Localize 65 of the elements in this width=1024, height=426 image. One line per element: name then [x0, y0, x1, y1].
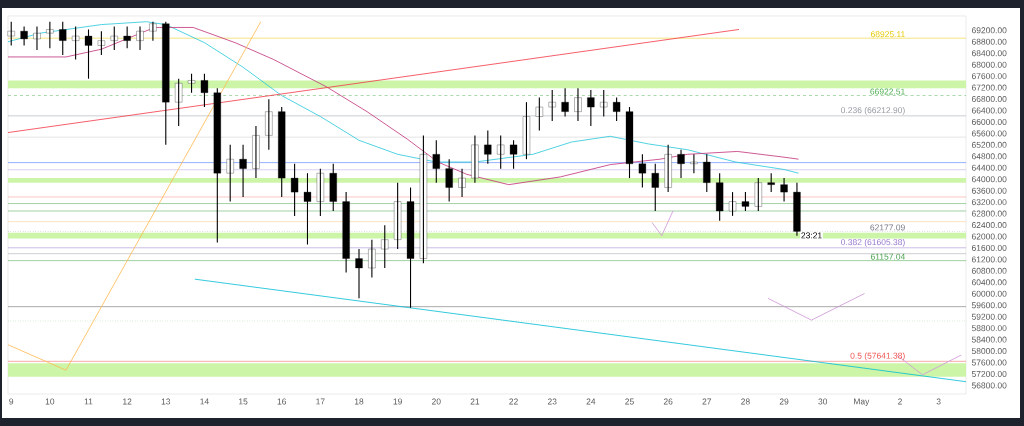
- y-tick-label: 66800.00: [971, 96, 1007, 103]
- x-tick-label: 9: [9, 398, 14, 405]
- ref-line-label: 66922.51: [870, 88, 905, 95]
- y-tick-label: 60800.00: [971, 267, 1007, 274]
- x-tick-label: 11: [84, 398, 93, 405]
- y-tick-label: 60400.00: [971, 279, 1007, 286]
- x-tick-label: 24: [586, 398, 596, 405]
- y-tick-label: 68400.00: [971, 50, 1007, 57]
- ref-line-label: 0.236 (66212.90): [841, 106, 905, 115]
- y-tick-label: 64800.00: [971, 153, 1007, 160]
- ref-line-label: 62177.09: [870, 224, 905, 231]
- y-tick-label: 62400.00: [971, 222, 1007, 229]
- ref-line-label: 0.5 (57641.38): [850, 352, 905, 361]
- y-tick-label: 63600.00: [971, 187, 1007, 194]
- ref-line-label: 61157.04: [870, 253, 905, 260]
- x-tick-label: 17: [316, 398, 325, 405]
- y-tick-label: 65600.00: [971, 130, 1007, 137]
- y-tick-label: 68000.00: [971, 61, 1007, 68]
- y-tick-label: 62000.00: [971, 233, 1007, 240]
- annotation: 23:21: [801, 232, 822, 239]
- x-tick-label: 13: [161, 398, 171, 405]
- y-tick-label: 57200.00: [971, 370, 1007, 377]
- x-tick-label: 10: [45, 398, 55, 405]
- x-tick-label: 28: [741, 398, 750, 405]
- ref-line-label: 68925.11: [870, 31, 905, 38]
- y-tick-label: 66000.00: [971, 118, 1007, 125]
- y-tick-label: 63200.00: [971, 199, 1007, 206]
- y-tick-label: 65200.00: [971, 141, 1007, 148]
- y-tick-label: 58000.00: [971, 348, 1007, 355]
- x-tick-label: 19: [393, 398, 402, 405]
- x-tick-label: 29: [779, 398, 789, 405]
- y-tick-label: 64400.00: [971, 164, 1007, 171]
- y-tick-label: 58800.00: [971, 325, 1007, 332]
- x-tick-label: 25: [625, 398, 634, 405]
- x-tick-label: 23: [547, 398, 557, 405]
- x-tick-label: 27: [702, 398, 712, 405]
- y-tick-label: 62800.00: [971, 210, 1007, 217]
- y-tick-label: 58400.00: [971, 336, 1007, 343]
- x-tick-label: 16: [277, 398, 287, 405]
- y-tick-label: 69200.00: [971, 27, 1007, 34]
- y-tick-label: 59600.00: [971, 302, 1007, 309]
- y-tick-label: 61600.00: [971, 244, 1007, 251]
- y-tick-label: 67200.00: [971, 84, 1007, 91]
- x-tick-label: 22: [509, 398, 518, 405]
- x-tick-label: 20: [432, 398, 441, 405]
- y-tick-label: 56800.00: [971, 382, 1007, 389]
- x-tick-label: 15: [239, 398, 248, 405]
- x-tick-label: 14: [200, 398, 209, 405]
- x-tick-label: 30: [818, 398, 828, 405]
- y-tick-label: 57600.00: [971, 359, 1007, 366]
- ref-line-label: 0.382 (61605.38): [841, 238, 905, 247]
- x-tick-label: 26: [663, 398, 673, 405]
- x-tick-label: 21: [470, 398, 480, 405]
- x-tick-label: 2: [898, 398, 902, 405]
- y-tick-label: 61200.00: [971, 256, 1007, 263]
- x-tick-label: 12: [123, 398, 132, 405]
- y-tick-label: 64000.00: [971, 176, 1007, 183]
- y-tick-label: 60000.00: [971, 290, 1007, 297]
- y-tick-label: 68800.00: [971, 38, 1007, 45]
- y-tick-label: 67600.00: [971, 73, 1007, 80]
- x-tick-label: May: [854, 398, 870, 407]
- y-tick-label: 66400.00: [971, 107, 1007, 114]
- y-tick-label: 59200.00: [971, 313, 1007, 320]
- x-tick-label: 3: [936, 398, 941, 405]
- x-tick-label: 18: [354, 398, 364, 405]
